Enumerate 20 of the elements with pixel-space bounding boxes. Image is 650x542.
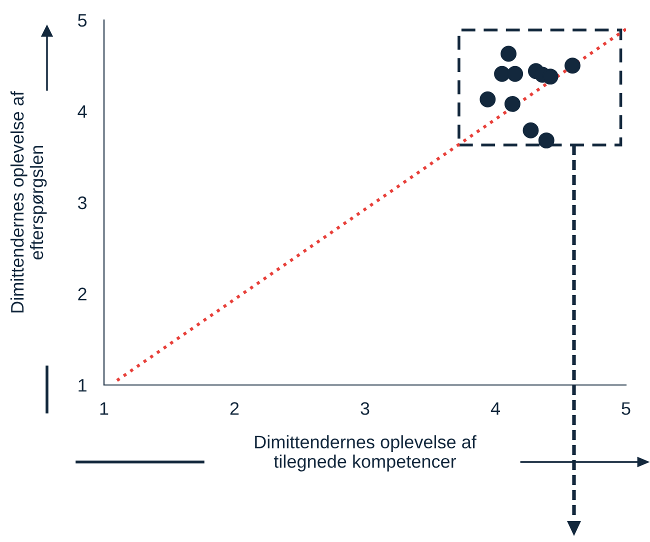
x-tick-label: 1 <box>100 402 108 415</box>
point <box>507 66 524 82</box>
y-tick-label: 1 <box>78 379 86 392</box>
x-axis-title: Dimittendernes oplevelse af tilegnede kompetencer <box>255 435 476 472</box>
y-axis-title: Dimittendernes oplevelse af efterspørgslen <box>10 91 47 312</box>
y-tick-label: 2 <box>78 288 86 300</box>
point <box>522 122 539 138</box>
y-tick-label: 4 <box>78 105 87 118</box>
x-tick-label: 5 <box>622 402 630 415</box>
x-tick-label: 4 <box>490 402 500 415</box>
point <box>500 46 517 62</box>
point <box>504 96 520 112</box>
x-tick-label: 2 <box>230 402 239 415</box>
point <box>480 91 496 108</box>
y-tick-label: 5 <box>78 14 87 27</box>
y-tick-label: 3 <box>78 196 87 210</box>
x-tick-label: 3 <box>360 402 370 415</box>
point <box>564 58 580 74</box>
point <box>494 66 510 82</box>
point <box>538 132 554 148</box>
